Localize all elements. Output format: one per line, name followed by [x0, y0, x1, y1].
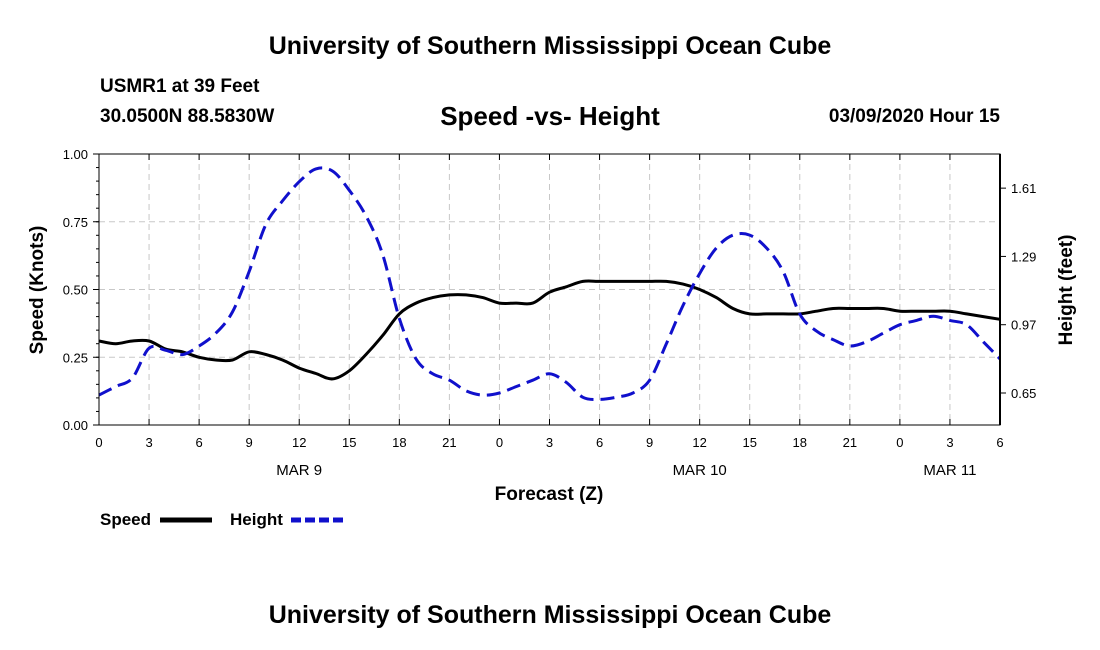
x-tick-label: 12 [692, 435, 706, 450]
x-tick-label: 21 [442, 435, 456, 450]
y-left-tick-label: 0.75 [63, 215, 88, 230]
x-tick-label: 15 [342, 435, 356, 450]
x-tick-label: 12 [292, 435, 306, 450]
timestamp-label: 03/09/2020 Hour 15 [828, 106, 1000, 127]
x-tick-label: 0 [95, 435, 102, 450]
y-left-tick-label: 1.00 [63, 147, 88, 162]
x-tick-label: 3 [145, 435, 152, 450]
y-axis-label-left: Speed (Knots) [27, 226, 48, 355]
series-line-height [98, 166, 1002, 401]
series-line-speed [98, 279, 1001, 381]
y-right-tick-label: 0.65 [1011, 386, 1036, 401]
x-tick-label: 6 [195, 435, 202, 450]
y-left-tick-label: 0.25 [63, 350, 88, 365]
legend-label-speed: Speed [100, 510, 151, 529]
x-tick-label: 6 [596, 435, 603, 450]
date-label: MAR 11 [923, 462, 976, 479]
x-tick-label: 18 [392, 435, 406, 450]
y-left-tick-label: 0.00 [63, 418, 88, 433]
y-right-tick-label: 0.97 [1011, 318, 1036, 333]
legend-label-height: Height [230, 510, 283, 529]
x-tick-label: 3 [546, 435, 553, 450]
top-title: University of Southern Mississippi Ocean… [268, 32, 832, 60]
bottom-title: University of Southern Mississippi Ocean… [268, 601, 832, 629]
x-tick-label: 18 [793, 435, 807, 450]
x-axis-label: Forecast (Z) [495, 484, 604, 505]
x-tick-label: 21 [843, 435, 857, 450]
y-right-tick-label: 1.61 [1011, 181, 1036, 196]
y-right-tick-label: 1.29 [1011, 249, 1036, 264]
coordinates-label: 30.0500N 88.5830W [100, 106, 275, 127]
grid-layer [99, 154, 1000, 425]
x-tick-label: 0 [496, 435, 503, 450]
x-tick-label: 6 [996, 435, 1003, 450]
station-label: USMR1 at 39 Feet [100, 76, 260, 97]
legend: Speed Height [100, 510, 343, 529]
y-axis-label-right: Height (feet) [1056, 235, 1077, 346]
x-tick-label: 0 [896, 435, 903, 450]
date-label: MAR 10 [673, 462, 727, 479]
x-tick-label: 3 [946, 435, 953, 450]
x-tick-label: 15 [742, 435, 756, 450]
x-tick-label: 9 [646, 435, 653, 450]
x-tick-label: 9 [246, 435, 253, 450]
y-left-tick-label: 0.50 [63, 283, 88, 298]
axis-layer: 0 3 6 9 12 15 18 21 0 3 6 9 12 15 18 21 0 3 6 0.00 0.25 0.50 0… [63, 147, 1037, 479]
series-layer [98, 166, 1002, 401]
date-label: MAR 9 [276, 462, 322, 479]
chart-title: Speed -vs- Height [440, 101, 660, 131]
